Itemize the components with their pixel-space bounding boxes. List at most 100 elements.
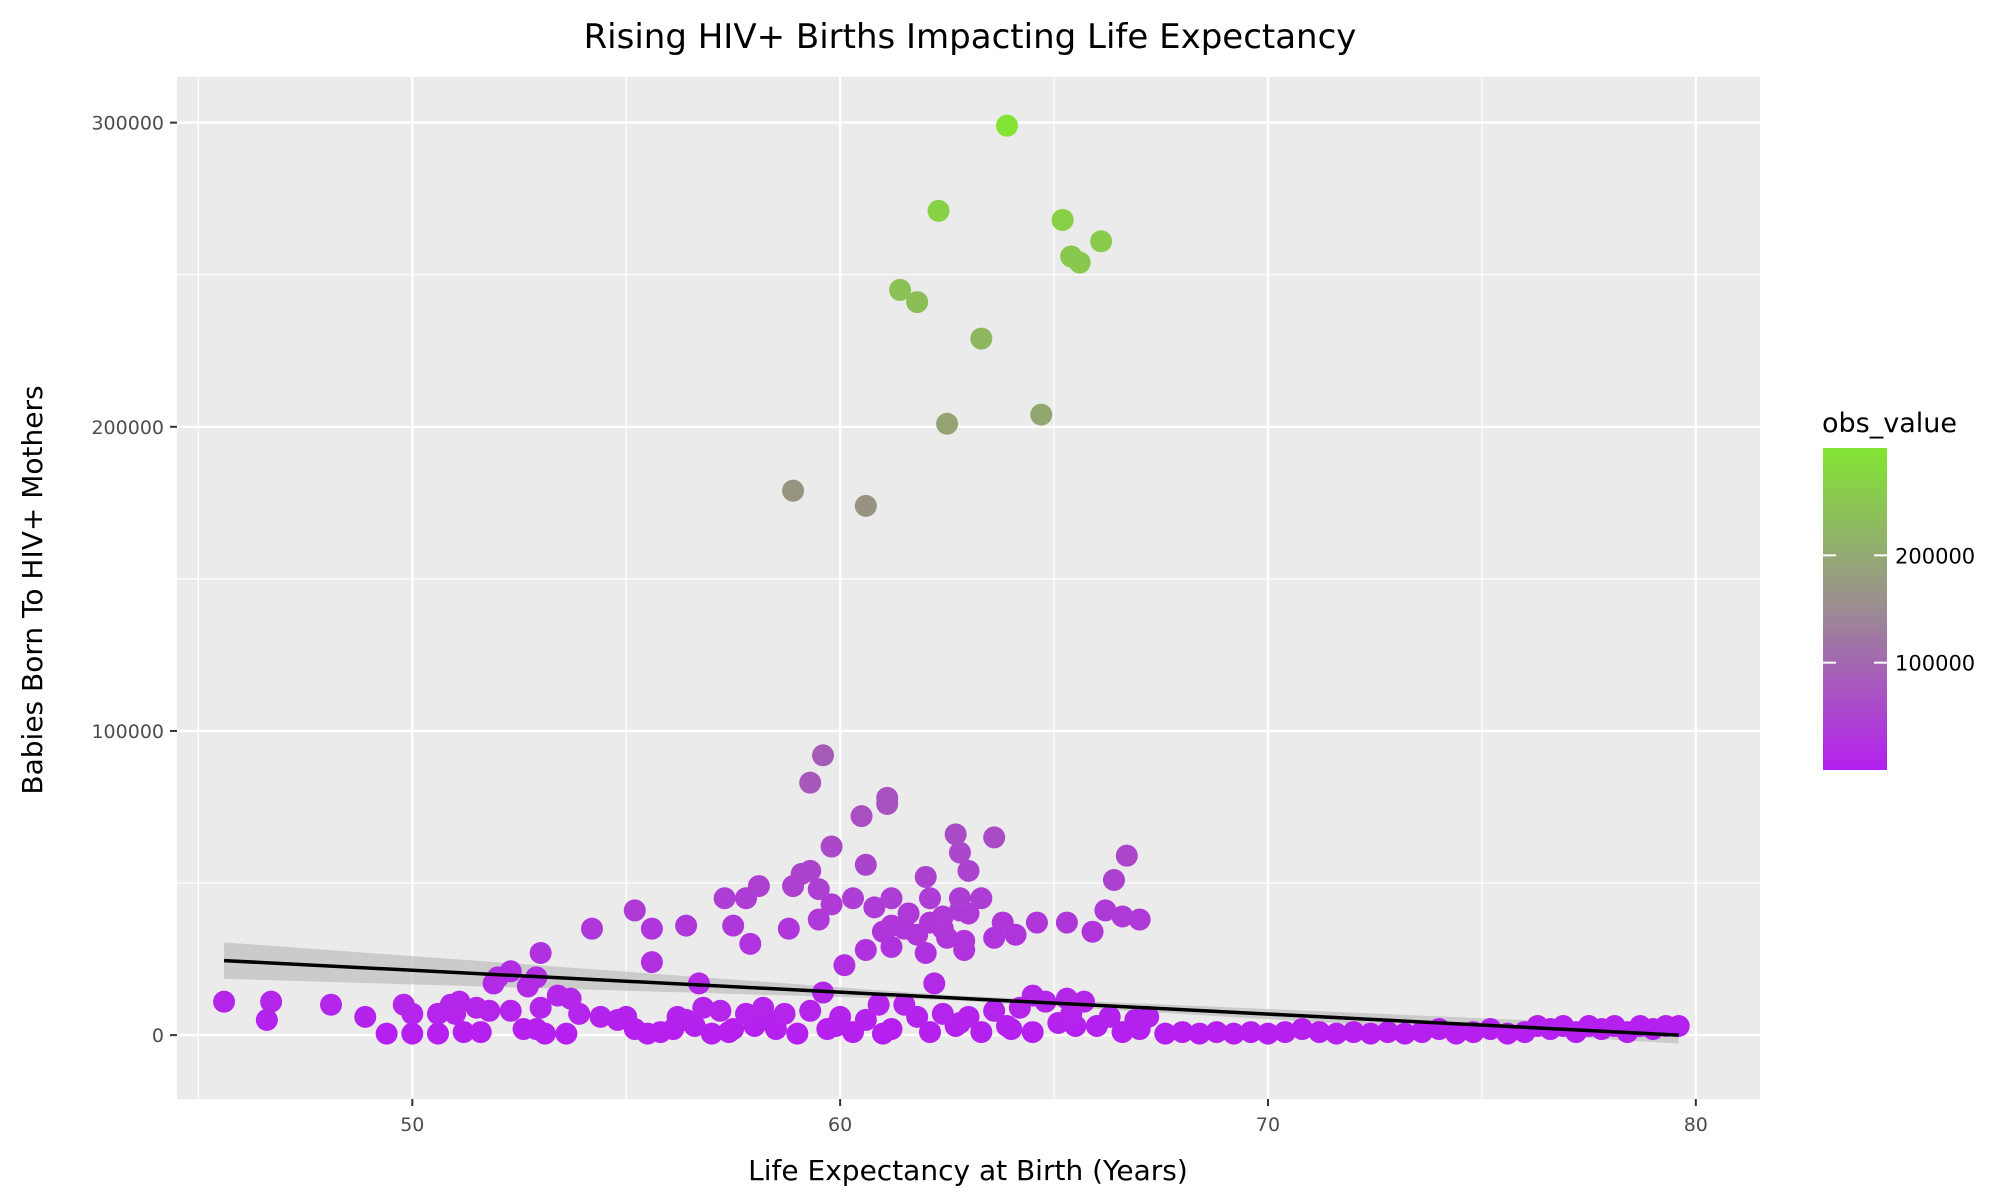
data-point [1291, 1018, 1314, 1041]
data-point [1239, 1021, 1262, 1044]
data-point [812, 744, 835, 767]
legend-title: obs_value [1822, 408, 1957, 439]
data-point [773, 1002, 796, 1025]
data-point [1188, 1022, 1211, 1045]
confidence-band [224, 942, 1679, 1044]
x-axis-title: Life Expectancy at Birth (Years) [748, 1154, 1188, 1187]
minor-gridlines [177, 77, 1760, 1099]
data-point [1552, 1015, 1575, 1037]
data-point [1102, 869, 1125, 891]
data-point [970, 1021, 993, 1044]
data-point [782, 479, 805, 502]
legend-colorbar [1823, 448, 1887, 770]
data-point [1081, 920, 1104, 943]
plot-panel [177, 77, 1760, 1099]
data-point [735, 1002, 758, 1025]
data-point [996, 114, 1019, 137]
data-point [897, 902, 920, 925]
y-tick-label: 300000 [91, 113, 164, 135]
data-point [1128, 908, 1151, 931]
data-point [991, 911, 1014, 934]
data-point [889, 278, 912, 301]
data-point [448, 990, 471, 1013]
x-tick-label: 70 [1256, 1114, 1280, 1136]
data-point [799, 771, 822, 794]
color-legend: obs_value 100000 200000 [1822, 408, 1975, 770]
data-point [1325, 1022, 1348, 1045]
data-point [1342, 1021, 1365, 1044]
data-point [970, 887, 993, 910]
data-point [525, 1018, 548, 1041]
data-point [867, 993, 890, 1016]
data-point [936, 412, 959, 435]
data-point [1111, 905, 1134, 928]
data-point [623, 899, 646, 922]
x-axis-ticks: 50 60 70 80 [400, 1099, 1708, 1136]
data-point [1308, 1021, 1331, 1044]
data-point [581, 917, 604, 940]
x-tick-label: 50 [400, 1114, 424, 1136]
data-point [499, 999, 522, 1022]
data-point [1445, 1022, 1468, 1045]
data-point [640, 951, 663, 974]
data-point [983, 999, 1006, 1022]
data-point [807, 878, 830, 901]
data-point [1021, 1021, 1044, 1044]
data-point [914, 942, 937, 964]
data-point [722, 1018, 745, 1041]
data-point [1154, 1022, 1177, 1045]
data-point [700, 1022, 723, 1045]
data-point [1115, 844, 1138, 867]
data-point [829, 1005, 852, 1028]
data-point [320, 993, 343, 1016]
y-axis-title: Babies Born To HIV+ Mothers [16, 385, 49, 794]
data-point [752, 996, 775, 1019]
data-point [469, 1021, 492, 1044]
data-point [692, 996, 715, 1019]
data-point [1577, 1015, 1600, 1037]
data-point [260, 990, 283, 1013]
data-point [876, 786, 899, 809]
trend-line [223, 958, 1679, 1037]
data-point [555, 1022, 578, 1045]
data-point [953, 929, 976, 952]
data-point [820, 835, 843, 858]
data-point [675, 914, 698, 937]
data-point [944, 823, 967, 846]
data-point [918, 887, 941, 910]
data-point [880, 887, 903, 910]
data-point [747, 875, 770, 898]
data-point [722, 914, 745, 937]
data-point [1376, 1021, 1399, 1044]
data-point [957, 1005, 980, 1028]
data-point [923, 972, 946, 995]
data-point [1073, 990, 1096, 1013]
data-point [970, 327, 993, 350]
data-point [666, 1005, 689, 1028]
data-point [1055, 987, 1078, 1010]
data-point [833, 954, 856, 977]
data-point [854, 938, 877, 961]
data-point [1526, 1015, 1549, 1037]
data-point [799, 999, 822, 1022]
data-point [546, 984, 569, 1007]
data-point [1098, 1005, 1121, 1028]
data-point [465, 996, 488, 1019]
data-point [1222, 1022, 1245, 1045]
data-point [1393, 1022, 1416, 1045]
data-point [983, 826, 1006, 849]
data-point [529, 942, 552, 964]
data-point [850, 805, 873, 828]
data-point [1137, 1005, 1160, 1028]
data-point [354, 1005, 377, 1028]
data-point [1094, 899, 1117, 922]
x-tick-label: 60 [828, 1114, 852, 1136]
data-point [1051, 208, 1074, 231]
y-tick-label: 200000 [91, 417, 164, 439]
data-point [914, 865, 937, 888]
data-point [1256, 1022, 1279, 1045]
y-axis-ticks: 0 100000 200000 300000 [91, 113, 177, 1047]
data-point [948, 841, 971, 864]
data-point [841, 887, 864, 910]
